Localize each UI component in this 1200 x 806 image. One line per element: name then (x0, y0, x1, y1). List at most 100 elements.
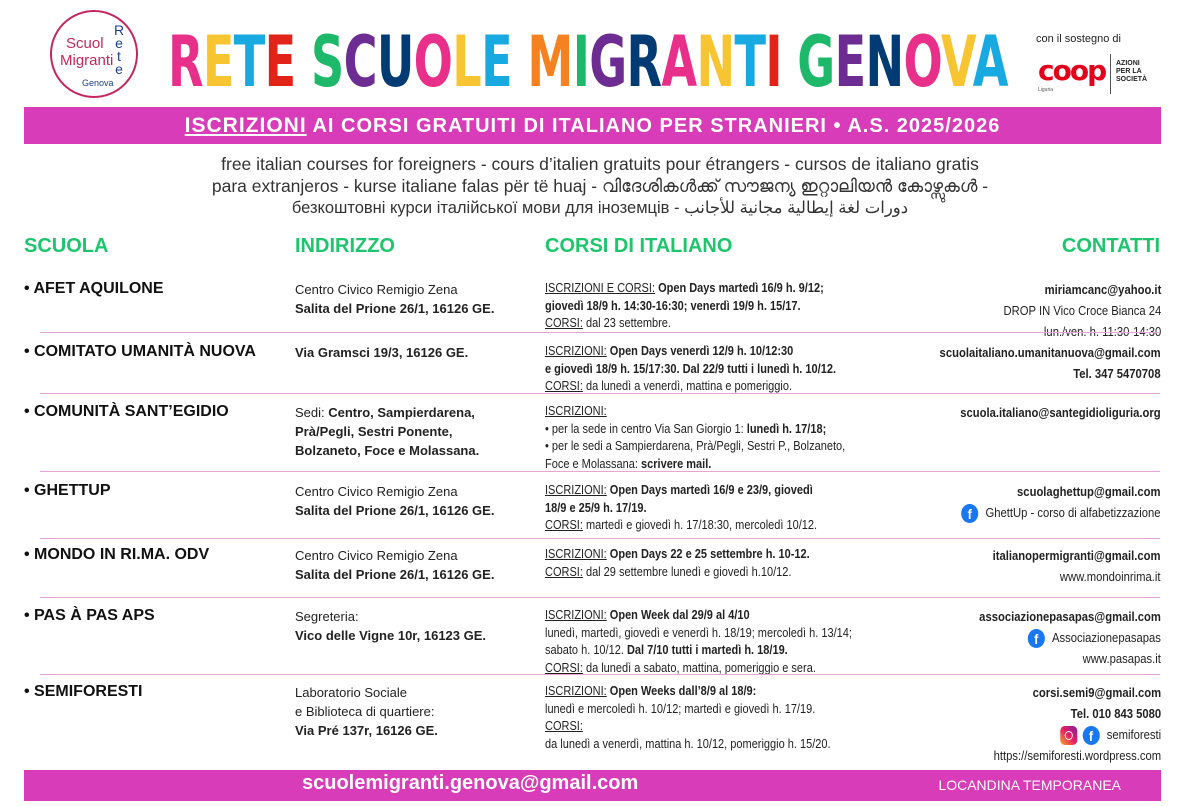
school-address: Laboratorio Sociale e Biblioteca di quart… (295, 683, 438, 740)
text-segment: Bolzaneto, Foce e Molassana. (295, 443, 480, 458)
coop-brand: coop (1038, 54, 1107, 87)
text-segment: martedì e giovedì h. 17/18:30, mercoledì… (582, 518, 818, 532)
text-segment[interactable]: scuolaghettup@gmail.com (1017, 485, 1161, 499)
text-segment: sabato h. 10/12. (545, 643, 627, 657)
header-address: INDIRIZZO (295, 235, 395, 257)
text-segment[interactable]: corsi.semi9@gmail.com (1032, 686, 1161, 700)
school-contacts: scuola.italiano@santegidioliguria.org (961, 403, 1161, 424)
text-line: Centro Civico Remigio Zena (295, 280, 494, 299)
school-contacts: miriamcanc@yahoo.it DROP IN Vico Croce Bi… (1003, 280, 1161, 343)
text-line: Foce e Molassana: scrivere mail. (545, 456, 845, 474)
text-segment: ISCRIZIONI: (545, 547, 607, 561)
header-courses: CORSI DI ITALIANO (545, 235, 733, 257)
text-segment: Salita del Prione 26/1, 16126 GE. (295, 503, 495, 518)
text-segment[interactable]: www.pasapas.it (1082, 652, 1161, 666)
text-line: • per la sede in centro Via San Giorgio … (545, 421, 845, 439)
enrollment-banner: ISCRIZIONI AI CORSI GRATUITI DI ITALIANO… (24, 107, 1161, 144)
facebook-icon[interactable]: f (961, 504, 979, 524)
instagram-icon[interactable] (1059, 726, 1077, 746)
text-line: Salita del Prione 26/1, 16126 GE. (295, 501, 494, 520)
row-divider (40, 538, 1160, 539)
text-segment[interactable]: miriamcanc@yahoo.it (1044, 283, 1161, 297)
title-letter: C (343, 21, 378, 103)
text-line: e Biblioteca di quartiere: (295, 702, 438, 721)
text-line: CORSI: dal 29 settembre lunedì e giovedì… (545, 564, 810, 582)
text-segment: ISCRIZIONI: (545, 404, 607, 418)
title-letter: R (168, 21, 204, 103)
coop-region: Liguria (1038, 87, 1054, 93)
text-segment: CORSI: (545, 564, 583, 579)
text-segment[interactable]: scuolaitaliano.umanitanuova@gmail.com (939, 346, 1161, 360)
text-segment: Centro Civico Remigio Zena (295, 484, 458, 499)
title-letter: G (589, 21, 627, 103)
title-letter: T (734, 21, 767, 103)
title-letter: V (940, 21, 974, 103)
text-line: Sedi: Centro, Sampierdarena, (295, 403, 479, 422)
text-segment: Centro Civico Remigio Zena (295, 548, 458, 563)
footer-note: LOCANDINA TEMPORANEA (938, 777, 1121, 793)
text-segment[interactable]: www.mondoinrima.it (1060, 570, 1161, 584)
header-school: SCUOLA (24, 235, 109, 257)
school-courses: ISCRIZIONI: Open Days martedì 16/9 e 23/… (545, 482, 817, 535)
text-line: www.pasapas.it (979, 649, 1161, 670)
banner-highlight: ISCRIZIONI (184, 114, 307, 137)
school-address: Via Gramsci 19/3, 16126 GE. (295, 343, 468, 362)
school-name: • COMITATO UMANITÀ NUOVA (24, 343, 256, 360)
text-line: scuola.italiano@santegidioliguria.org (961, 403, 1161, 424)
school-name: • PAS À PAS APS (24, 607, 155, 624)
text-segment: Tel. 347 5470708 (1073, 367, 1161, 381)
text-line: italianopermigranti@gmail.com (993, 546, 1161, 567)
text-segment[interactable]: scuola.italiano@santegidioliguria.org (960, 406, 1161, 420)
footer-email[interactable]: scuolemigranti.genova@gmail.com (302, 772, 639, 794)
text-line: f GhettUp - corso di alfabetizzazione (961, 503, 1161, 524)
logo-text: Scuol (66, 35, 104, 52)
text-segment[interactable]: https://semiforesti.wordpress.com (993, 749, 1161, 763)
facebook-icon[interactable]: f (1082, 726, 1100, 746)
text-line: ISCRIZIONI E CORSI: Open Days martedì 16… (545, 280, 824, 298)
title-letter: I (572, 21, 590, 103)
text-segment[interactable]: associazionepasapas@gmail.com (979, 610, 1161, 624)
title-letter: E (481, 21, 513, 103)
title-letter: L (452, 21, 482, 103)
text-segment: 18/9 e 25/9 h. 17/19. (545, 500, 647, 515)
text-line: f semiforesti (993, 725, 1161, 746)
text-line: CORSI: da lunedì a sabato, mattina, pome… (545, 660, 852, 678)
footer-band: scuolemigranti.genova@gmail.com LOCANDIN… (24, 770, 1161, 801)
text-segment: giovedì 18/9 h. 14:30-16:30; venerdì 19/… (545, 298, 801, 313)
title-letter: E (834, 21, 867, 103)
text-segment: ISCRIZIONI: (545, 344, 607, 358)
text-segment: da lunedì a venerdì, mattina h. 10/12, p… (545, 736, 831, 751)
text-segment: CORSI: (545, 379, 583, 393)
text-line: lunedì e mercoledì h. 10/12; martedì e g… (545, 701, 831, 719)
title-letter: N (696, 21, 736, 103)
logo-text: Migranti (60, 52, 114, 69)
text-line: Tel. 347 5470708 (940, 364, 1161, 385)
text-line: f Associazionepasapas (979, 628, 1161, 649)
text-line: 18/9 e 25/9 h. 17/19. (545, 500, 817, 518)
text-line: www.mondoinrima.it (993, 567, 1161, 588)
text-segment: CORSI: (545, 316, 583, 330)
text-segment: dal 29 settembre lunedì e giovedì h.10/1… (582, 564, 792, 579)
header-contacts: CONTATTI (1061, 235, 1160, 257)
divider (1110, 54, 1111, 94)
text-line: • per le sedi a Sampierdarena, Prà/Pegli… (545, 438, 845, 456)
facebook-icon[interactable]: f (1027, 629, 1045, 649)
text-line: ISCRIZIONI: Open Weeks dall’8/9 al 18/9: (545, 683, 831, 701)
text-line: Tel. 010 843 5080 (993, 704, 1161, 725)
text-segment: CORSI: (545, 719, 583, 733)
text-line: DROP IN Vico Croce Bianca 24 (1003, 301, 1161, 322)
text-line: CORSI: da lunedì a venerdì, mattina e po… (545, 378, 836, 396)
title-letter: G (797, 21, 835, 103)
text-segment: lunedì h. 17/18; (746, 421, 827, 436)
school-courses: ISCRIZIONI: Open Days 22 e 25 settembre … (545, 546, 810, 581)
text-line: ISCRIZIONI: Open Days 22 e 25 settembre … (545, 546, 810, 564)
text-line: giovedì 18/9 h. 14:30-16:30; venerdì 19/… (545, 298, 824, 316)
translation-line: безкоштовні курси італійської мови для і… (291, 199, 909, 217)
title-letter (296, 21, 311, 103)
text-line: Via Pré 137r, 16126 GE. (295, 721, 438, 740)
school-courses: ISCRIZIONI: Open Days venerdì 12/9 h. 10… (545, 343, 836, 396)
text-line: CORSI: martedì e giovedì h. 17/18:30, me… (545, 517, 817, 535)
row-divider (40, 393, 1160, 394)
text-segment[interactable]: italianopermigranti@gmail.com (993, 549, 1161, 563)
text-segment: CORSI: (545, 518, 583, 532)
